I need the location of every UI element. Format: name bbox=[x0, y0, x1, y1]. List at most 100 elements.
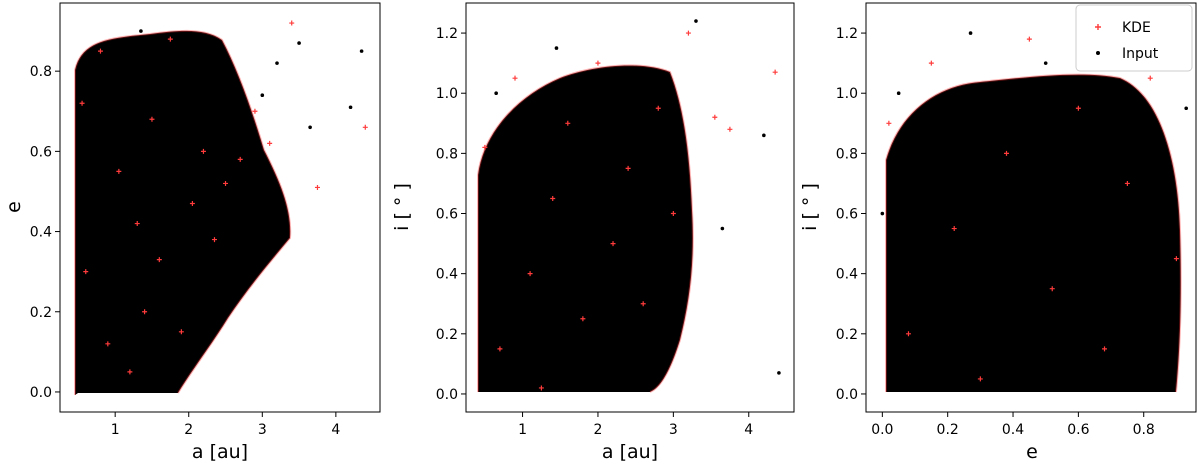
input-point bbox=[762, 133, 766, 138]
points-input-a-e bbox=[76, 29, 364, 362]
input-point bbox=[554, 46, 559, 50]
kde-point bbox=[1147, 75, 1153, 81]
points-input-a-i bbox=[479, 19, 781, 375]
ytick-label: 0.8 bbox=[436, 146, 458, 162]
kde-point bbox=[550, 195, 556, 201]
kde-point bbox=[189, 200, 195, 206]
input-point bbox=[275, 61, 279, 65]
input-point bbox=[994, 316, 999, 321]
kde-point bbox=[712, 114, 718, 120]
density-region-a-i bbox=[478, 65, 693, 392]
ytick-label: 0.6 bbox=[436, 207, 458, 223]
kde-point bbox=[237, 156, 243, 162]
yticks-a-e: 0.0 0.2 0.4 0.6 0.8 bbox=[30, 64, 60, 401]
xtick-label: 4 bbox=[331, 422, 340, 438]
kde-point bbox=[685, 30, 691, 36]
kde-point bbox=[1049, 286, 1055, 292]
input-point bbox=[1017, 196, 1022, 201]
ytick-label: 0.2 bbox=[30, 305, 52, 321]
kde-point bbox=[156, 257, 162, 263]
kde-point bbox=[512, 75, 518, 81]
input-point bbox=[113, 358, 117, 362]
kde-point bbox=[79, 100, 85, 106]
kde-point bbox=[289, 20, 295, 26]
input-point bbox=[479, 226, 483, 231]
xlabel-a-e: a [au] bbox=[192, 441, 248, 463]
input-point bbox=[1184, 106, 1188, 111]
kde-point bbox=[211, 237, 217, 243]
density-edge-a-i bbox=[477, 64, 694, 393]
kde-point bbox=[127, 369, 133, 375]
axes-frame-a-e bbox=[59, 2, 381, 413]
xtick-label: 1 bbox=[518, 422, 527, 438]
yticks-e-i: 0.0 0.2 0.4 0.6 0.8 1.0 1.2 bbox=[836, 26, 866, 403]
ytick-label: 0.2 bbox=[436, 327, 458, 343]
ytick-label: 1.2 bbox=[836, 26, 858, 42]
input-point bbox=[679, 181, 683, 186]
kde-point bbox=[97, 48, 103, 54]
kde-point bbox=[314, 184, 320, 190]
input-point bbox=[896, 91, 901, 96]
input-point bbox=[633, 205, 638, 210]
kde-point bbox=[200, 148, 206, 154]
xticks-e-i: 0.0 0.2 0.4 0.6 0.8 bbox=[871, 412, 1155, 438]
xtick-label: 0.2 bbox=[937, 422, 959, 438]
input-point bbox=[76, 141, 81, 146]
legend-marker-kde bbox=[1095, 24, 1101, 30]
kde-point bbox=[610, 241, 616, 247]
ytick-label: 0.0 bbox=[436, 387, 458, 403]
yticks-a-i: 0.0 0.2 0.4 0.6 0.8 1.0 1.2 bbox=[436, 26, 466, 403]
panel-a-i: 1 2 3 4 0.0 0.2 0.4 0.6 0.8 1.0 1.2 a [au] i [ ° … bbox=[391, 2, 795, 463]
ytick-label: 0.0 bbox=[30, 385, 52, 401]
input-point bbox=[1043, 61, 1048, 65]
points-kde-e-i bbox=[886, 36, 1179, 382]
xlabel-e-i: e bbox=[1026, 441, 1038, 463]
panel-e-i: 0.0 0.2 0.4 0.6 0.8 0.00.20.40.60.81.01.2 e … bbox=[799, 2, 1197, 463]
legend: KDE Input bbox=[1075, 4, 1193, 72]
kde-point bbox=[1124, 180, 1130, 186]
kde-point bbox=[1004, 150, 1009, 156]
input-point bbox=[664, 136, 668, 141]
input-point bbox=[120, 189, 125, 194]
input-point bbox=[150, 342, 154, 346]
kde-point bbox=[886, 120, 892, 126]
kde-point bbox=[134, 221, 140, 227]
input-point bbox=[648, 271, 653, 276]
axes-frame-a-i bbox=[465, 2, 795, 413]
kde-point bbox=[223, 180, 229, 186]
kde-point bbox=[565, 120, 571, 126]
input-point bbox=[220, 209, 224, 214]
input-point bbox=[308, 125, 312, 130]
legend-label-input: Input bbox=[1122, 46, 1159, 62]
kde-point bbox=[167, 36, 173, 42]
kde-point bbox=[362, 124, 368, 130]
kde-point bbox=[142, 309, 148, 315]
xticks-a-e: 1 2 3 4 bbox=[111, 412, 340, 438]
scatter-cloud-a-i bbox=[477, 64, 694, 393]
kde-point bbox=[670, 211, 676, 217]
ytick-label: 0.8 bbox=[836, 146, 858, 162]
ytick-label: 0.6 bbox=[836, 207, 858, 223]
density-edge-e-i bbox=[885, 73, 1182, 393]
input-point bbox=[1141, 157, 1146, 162]
xtick-label: 0.0 bbox=[871, 422, 893, 438]
kde-point bbox=[772, 69, 778, 75]
kde-point bbox=[482, 144, 488, 150]
input-point bbox=[102, 77, 106, 81]
ytick-label: 0.8 bbox=[30, 64, 52, 80]
xtick-label: 1 bbox=[111, 422, 120, 438]
kde-point bbox=[1026, 36, 1032, 42]
points-kde-a-e bbox=[79, 20, 368, 375]
input-point bbox=[535, 356, 540, 360]
input-point bbox=[603, 332, 608, 336]
input-point bbox=[1168, 332, 1172, 336]
input-point bbox=[186, 249, 191, 254]
xtick-label: 0.4 bbox=[1002, 422, 1024, 438]
kde-point bbox=[905, 331, 911, 337]
input-point bbox=[131, 269, 136, 274]
xtick-label: 3 bbox=[258, 422, 267, 438]
input-point bbox=[880, 211, 885, 216]
points-kde-a-i bbox=[482, 30, 778, 391]
panel-a-e: 1 2 3 4 0.0 0.2 0.4 0.6 0.8 a [au] e bbox=[3, 2, 381, 463]
